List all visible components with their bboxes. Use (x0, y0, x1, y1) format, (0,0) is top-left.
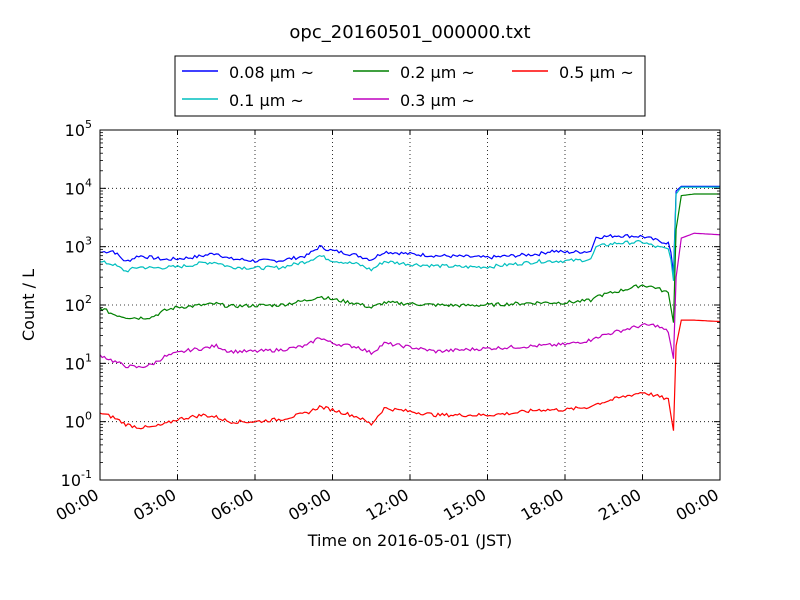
y-tick-base: 10 (65, 413, 85, 432)
y-tick-label: 105 (65, 118, 92, 140)
y-tick-base: 10 (65, 238, 85, 257)
y-tick-base: 10 (65, 296, 85, 315)
y-tick-label: 101 (65, 351, 92, 373)
y-tick-base: 10 (65, 121, 85, 140)
y-tick-exponent: -1 (81, 468, 92, 481)
y-tick-exponent: 5 (85, 118, 92, 131)
legend: 0.08 μm ~ 0.1 μm ~ 0.2 μm ~ 0.3 μm ~ 0.5 μm … (174, 55, 646, 117)
data-series (99, 185, 721, 431)
chart-title: opc_20160501_000000.txt (289, 22, 530, 43)
legend-label-0: 0.08 μm ~ (229, 63, 314, 82)
y-tick-exponent: 4 (85, 176, 92, 189)
series-line-2 (99, 193, 720, 323)
grid-lines (100, 130, 720, 480)
y-tick-base: 10 (65, 179, 85, 198)
y-tick-label: 10-1 (61, 468, 92, 490)
y-tick-label: 103 (65, 235, 92, 257)
y-tick-label: 100 (65, 410, 92, 432)
y-tick-base: 10 (65, 354, 85, 373)
y-tick-base: 10 (61, 471, 81, 490)
legend-label-1: 0.1 μm ~ (229, 91, 304, 110)
y-tick-exponent: 1 (85, 351, 92, 364)
y-axis-label: Count / L (19, 269, 38, 341)
legend-label-3: 0.3 μm ~ (400, 91, 475, 110)
legend-label-2: 0.2 μm ~ (400, 63, 475, 82)
legend-box (174, 55, 646, 117)
y-tick-label: 104 (65, 176, 92, 198)
y-tick-exponent: 0 (85, 410, 92, 423)
series-line-1 (99, 186, 720, 281)
legend-label-4: 0.5 μm ~ (559, 63, 634, 82)
series-line-3 (99, 232, 721, 369)
series-line-0 (99, 185, 720, 274)
y-tick-exponent: 3 (85, 235, 92, 248)
series-line-4 (99, 319, 721, 431)
y-tick-exponent: 2 (85, 293, 92, 306)
y-tick-label: 102 (65, 293, 92, 315)
x-axis-label: Time on 2016-05-01 (JST) (307, 531, 512, 550)
